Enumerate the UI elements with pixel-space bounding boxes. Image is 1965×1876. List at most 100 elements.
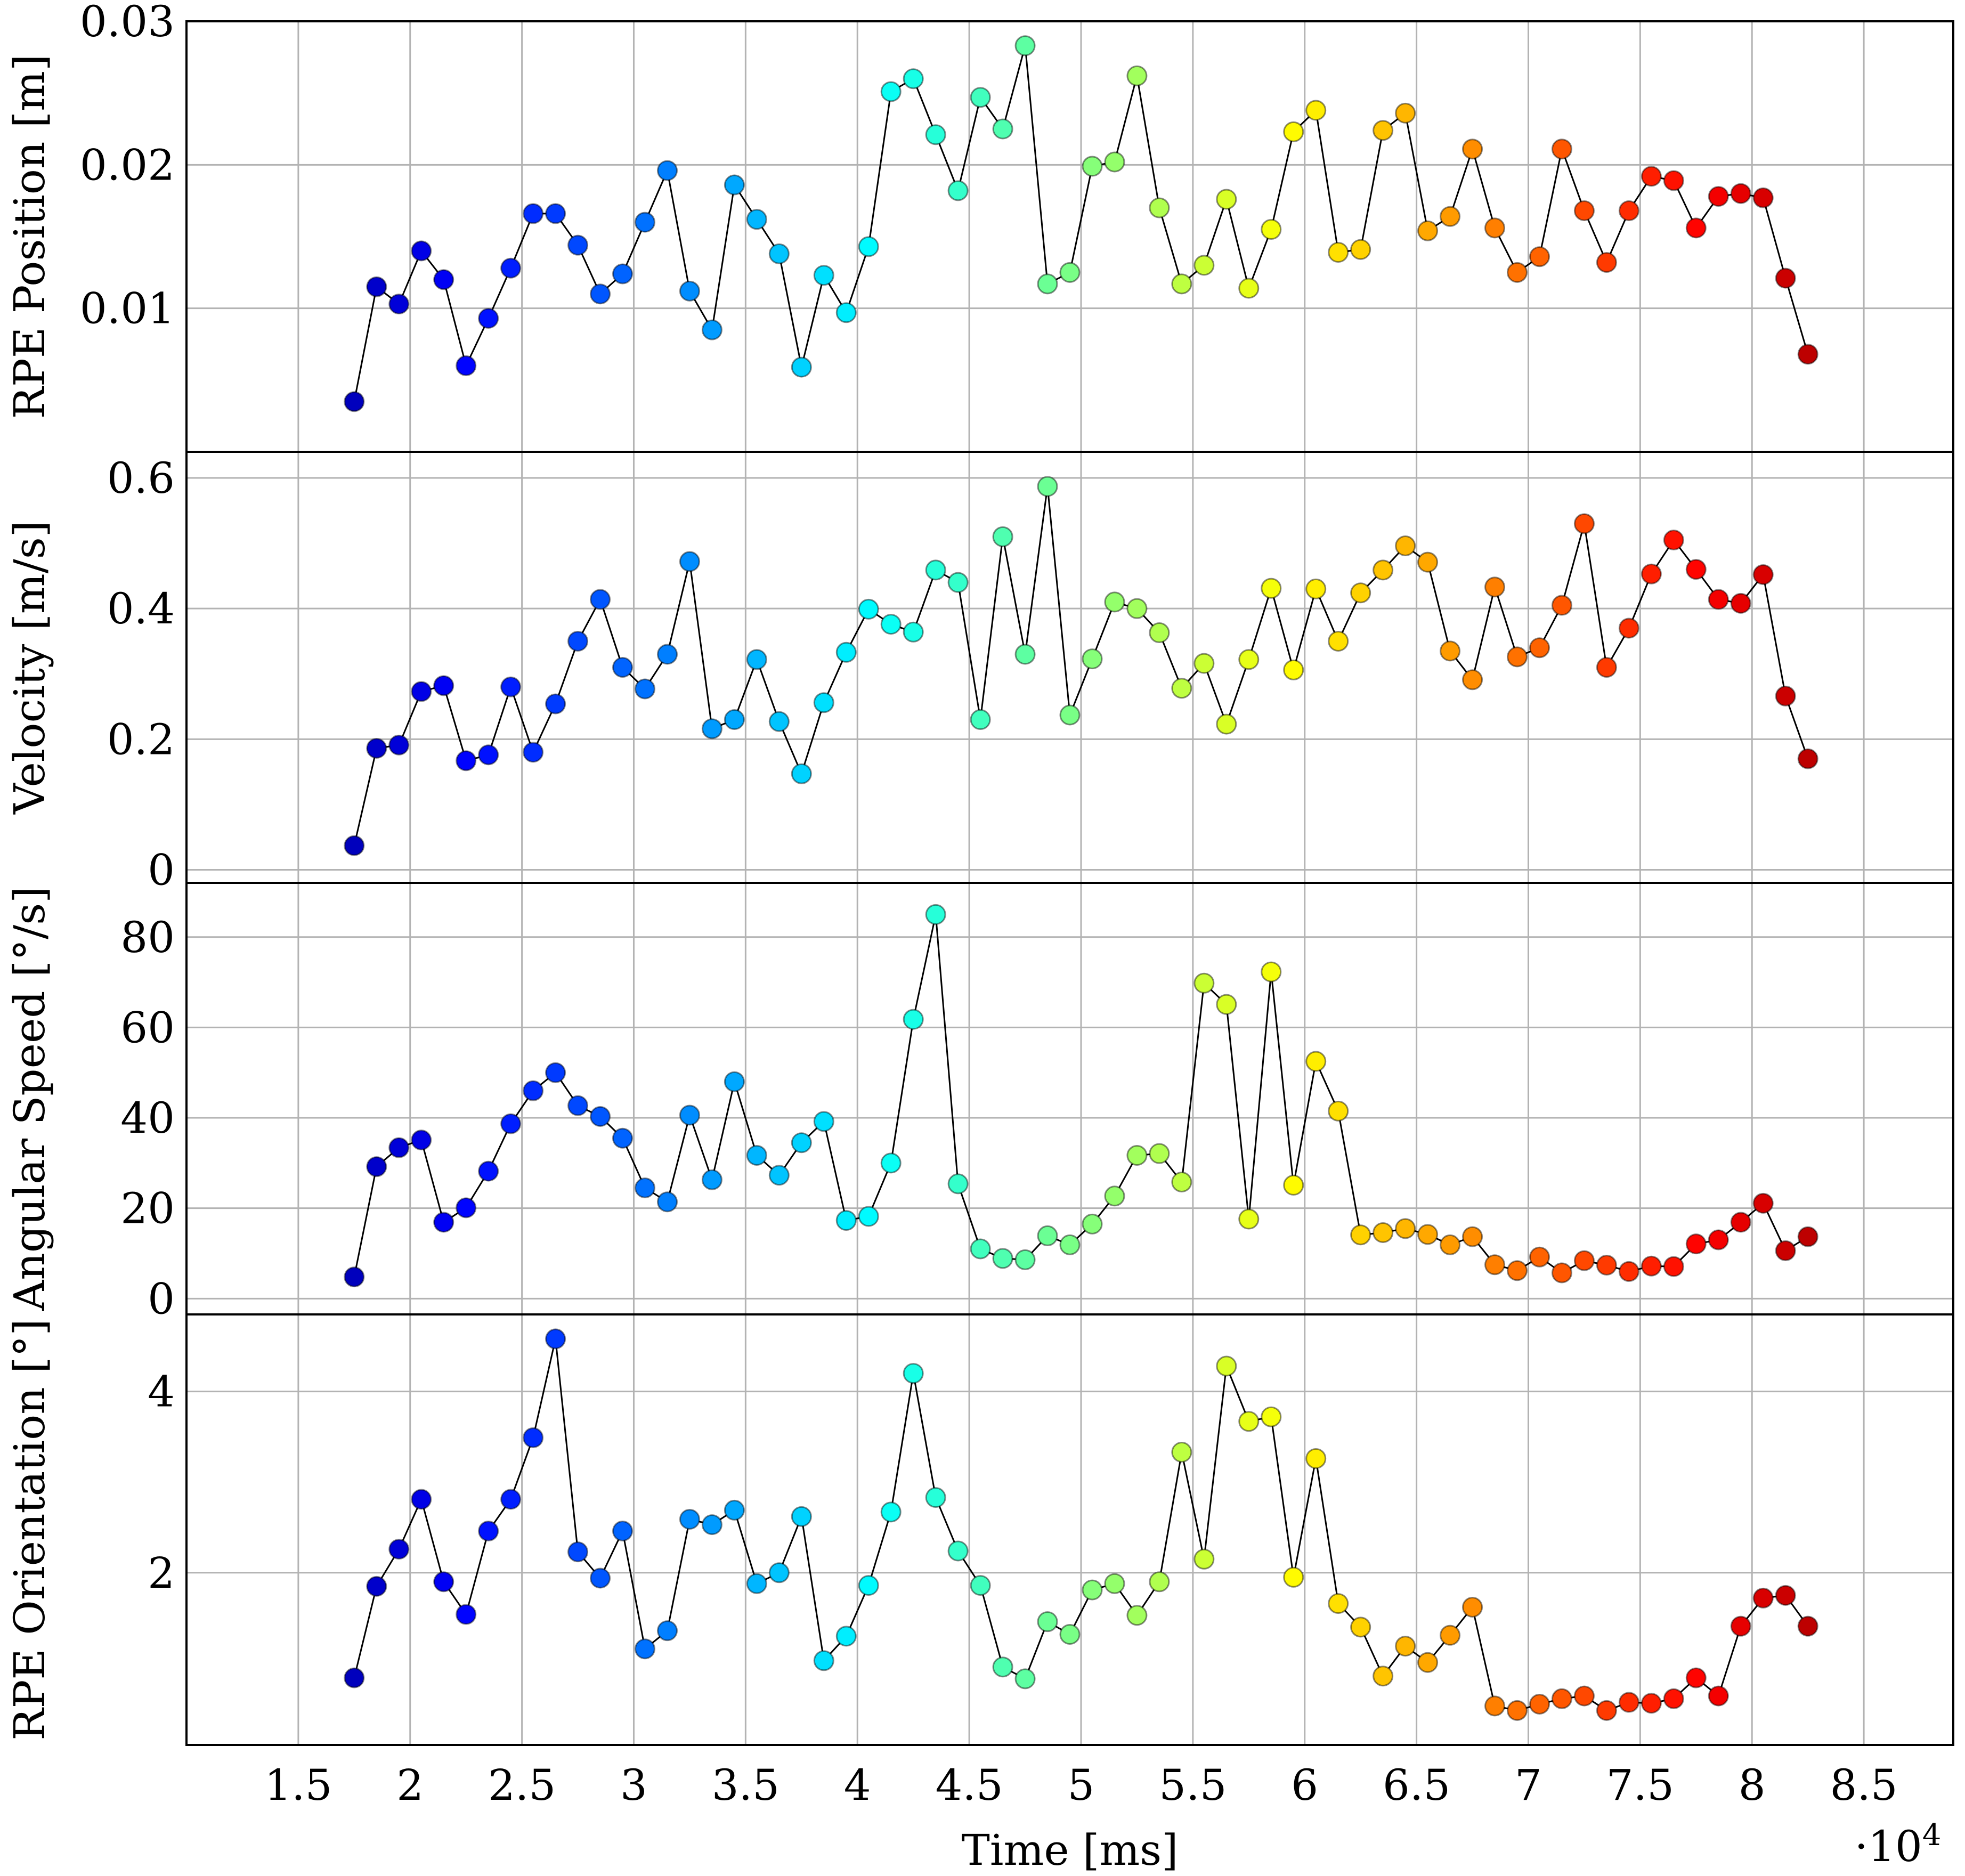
data-point [1596, 251, 1617, 273]
data-point [1752, 1587, 1774, 1609]
x-tick-label: 4 [844, 1760, 871, 1810]
data-point [1417, 1652, 1439, 1673]
data-point [925, 904, 946, 925]
data-point [1238, 1208, 1260, 1230]
data-point [433, 269, 454, 290]
data-point [545, 1328, 566, 1350]
data-point [590, 1106, 611, 1127]
data-point [1641, 1693, 1662, 1714]
data-point [925, 559, 946, 581]
data-point [1708, 1685, 1729, 1707]
data-point [1462, 1226, 1483, 1247]
data-point [344, 1667, 365, 1688]
data-point [701, 1169, 722, 1190]
data-point [656, 160, 678, 181]
data-point [1238, 1411, 1260, 1432]
data-point [1506, 1700, 1528, 1721]
data-point [567, 630, 589, 652]
data-point [1373, 1222, 1394, 1243]
data-point [970, 1575, 991, 1596]
data-point [903, 68, 924, 90]
data-point [366, 737, 387, 759]
data-point [858, 598, 879, 620]
data-point [634, 678, 655, 700]
x-tick-label: 5.5 [1159, 1760, 1227, 1810]
data-point [1529, 637, 1550, 659]
data-point [1440, 640, 1461, 662]
data-point [1082, 648, 1103, 670]
data-point [1641, 166, 1662, 187]
data-point [1775, 685, 1796, 706]
data-point [679, 1105, 700, 1126]
y-tick-label: 40 [120, 1093, 175, 1143]
data-point [1730, 592, 1751, 614]
x-tick-label: 4.5 [935, 1760, 1003, 1810]
data-point [1373, 120, 1394, 141]
data-point [411, 1489, 432, 1510]
y-tick-label: 80 [120, 913, 175, 962]
x-tick-label: 6.5 [1383, 1760, 1450, 1810]
y-axis-label: RPE Orientation [°] [5, 1319, 54, 1740]
data-point [1149, 197, 1170, 218]
x-tick-label: 7.5 [1606, 1760, 1674, 1810]
data-point [992, 1248, 1013, 1269]
data-point [903, 621, 924, 643]
data-point [1305, 578, 1327, 599]
data-point [1797, 1226, 1818, 1247]
data-point [1126, 1144, 1148, 1166]
data-point [500, 1113, 522, 1134]
x-axis-label: Time [ms] [962, 1825, 1179, 1875]
data-point [1685, 1233, 1707, 1255]
data-point [1775, 1585, 1796, 1606]
data-point [1573, 200, 1595, 222]
data-point [411, 681, 432, 702]
data-point [1014, 1249, 1036, 1270]
data-point [746, 209, 767, 230]
data-point [1059, 1234, 1081, 1255]
data-point [523, 742, 544, 763]
x-axis-multiplier-base: ·10 [1855, 1822, 1922, 1871]
data-point [970, 1238, 991, 1260]
data-point [1641, 563, 1662, 584]
data-point [1104, 1573, 1125, 1594]
data-point [992, 526, 1013, 547]
data-point [768, 1165, 790, 1186]
data-point [679, 280, 700, 302]
data-point [1685, 1667, 1707, 1688]
data-point [724, 174, 745, 196]
data-point [1484, 1254, 1506, 1276]
data-point [1014, 644, 1036, 665]
data-point [1216, 1355, 1237, 1377]
data-point [970, 709, 991, 730]
data-point [1618, 1261, 1639, 1282]
panel-frame [185, 451, 1954, 884]
y-tick-label: 2 [148, 1548, 175, 1598]
data-point [1350, 1224, 1371, 1246]
data-point [1573, 1685, 1595, 1707]
data-point [903, 1363, 924, 1384]
data-point [1484, 576, 1506, 598]
y-tick-label: 4 [148, 1367, 175, 1417]
data-point [1529, 1246, 1550, 1268]
data-point [1440, 1234, 1461, 1255]
data-point [746, 1144, 767, 1166]
data-point [1059, 704, 1081, 726]
x-tick-labels: 1.5 2 2.5 3 3.5 4 4.5 5 5.5 6 6.5 7 7.5 8 8.5 [264, 1760, 1897, 1810]
x-axis-multiplier: ·104 [1855, 1818, 1942, 1871]
data-point [1752, 1192, 1774, 1214]
data-point [1283, 659, 1304, 680]
data-point [1395, 535, 1416, 557]
data-point [1506, 262, 1528, 283]
data-point [1305, 1448, 1327, 1469]
data-point [992, 1656, 1013, 1678]
data-point [1193, 972, 1215, 994]
data-point [791, 356, 812, 378]
panel-4: 2 4 RPE Orientation [°] [5, 1313, 1954, 1746]
data-point [1261, 578, 1282, 599]
data-point [880, 1152, 902, 1174]
data-point [388, 294, 410, 315]
data-point [1551, 1688, 1572, 1709]
data-point [590, 1568, 611, 1589]
data-point [1126, 1605, 1148, 1626]
data-point [1238, 278, 1260, 299]
